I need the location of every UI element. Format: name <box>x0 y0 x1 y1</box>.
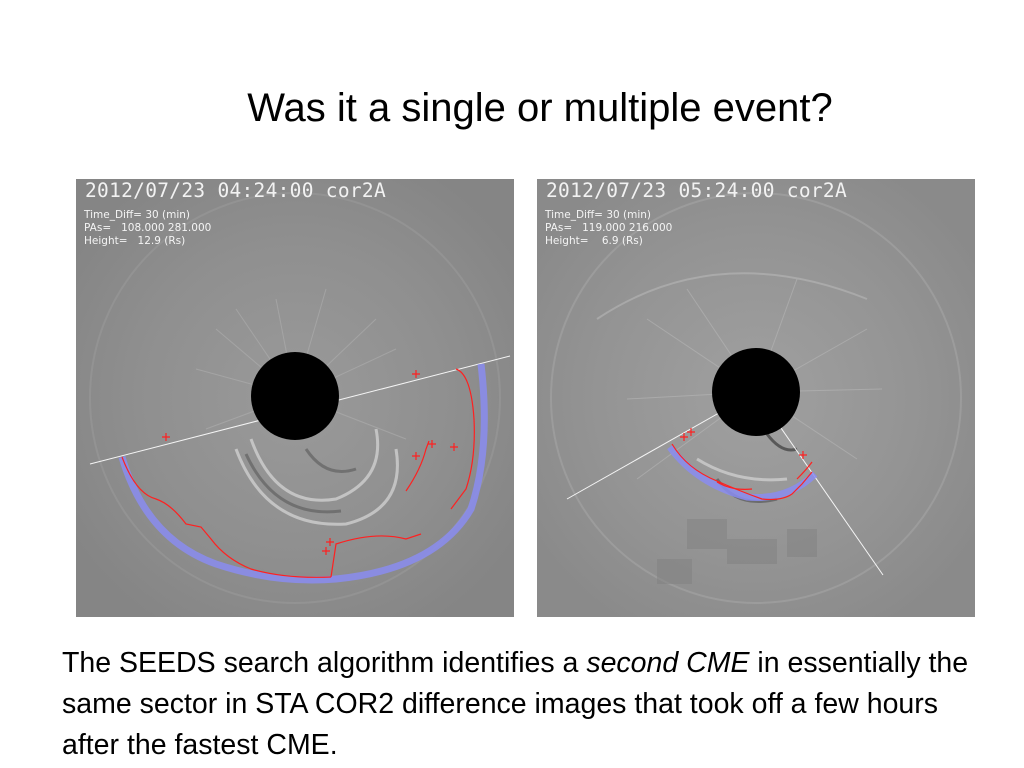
slide-caption: The SEEDS search algorithm identifies a … <box>62 643 982 766</box>
meta-pas: PAs= 108.000 281.000 <box>84 222 212 234</box>
slide-title: Was it a single or multiple event? <box>247 86 833 130</box>
caption-text-continued: in essentially the same sector in STA CO… <box>62 647 969 761</box>
cor2a-image-right: 2012/07/23 05:24:00 cor2A Time_Diff= 30 … <box>537 179 975 617</box>
meta-pas: PAs= 119.000 216.000 <box>545 222 673 234</box>
occulter-disk-left <box>251 352 339 440</box>
cor2a-difference-image-left <box>76 179 514 617</box>
detection-marks-left <box>121 368 475 578</box>
panel-timestamp-left: 2012/07/23 04:24:00 cor2A <box>85 179 386 202</box>
panel-meta-left: Time_Diff= 30 (min) PAs= 108.000 281.000… <box>84 209 211 248</box>
cor2a-image-left: 2012/07/23 04:24:00 cor2A Time_Diff= 30 … <box>76 179 514 617</box>
meta-height: Height= 6.9 (Rs) <box>545 235 643 247</box>
meta-time-diff: Time_Diff= 30 (min) <box>84 209 191 221</box>
panel-meta-right: Time_Diff= 30 (min) PAs= 119.000 216.000… <box>545 209 672 248</box>
cor2a-difference-image-right <box>537 179 975 617</box>
caption-text: The SEEDS search algorithm identifies a <box>62 647 587 679</box>
panel-timestamp-right: 2012/07/23 05:24:00 cor2A <box>546 179 847 202</box>
detection-marks-right <box>671 428 813 501</box>
meta-height: Height= 12.9 (Rs) <box>84 235 186 247</box>
occulter-disk-right <box>712 348 800 436</box>
caption-emphasis: second CME <box>586 647 750 679</box>
meta-time-diff: Time_Diff= 30 (min) <box>545 209 652 221</box>
